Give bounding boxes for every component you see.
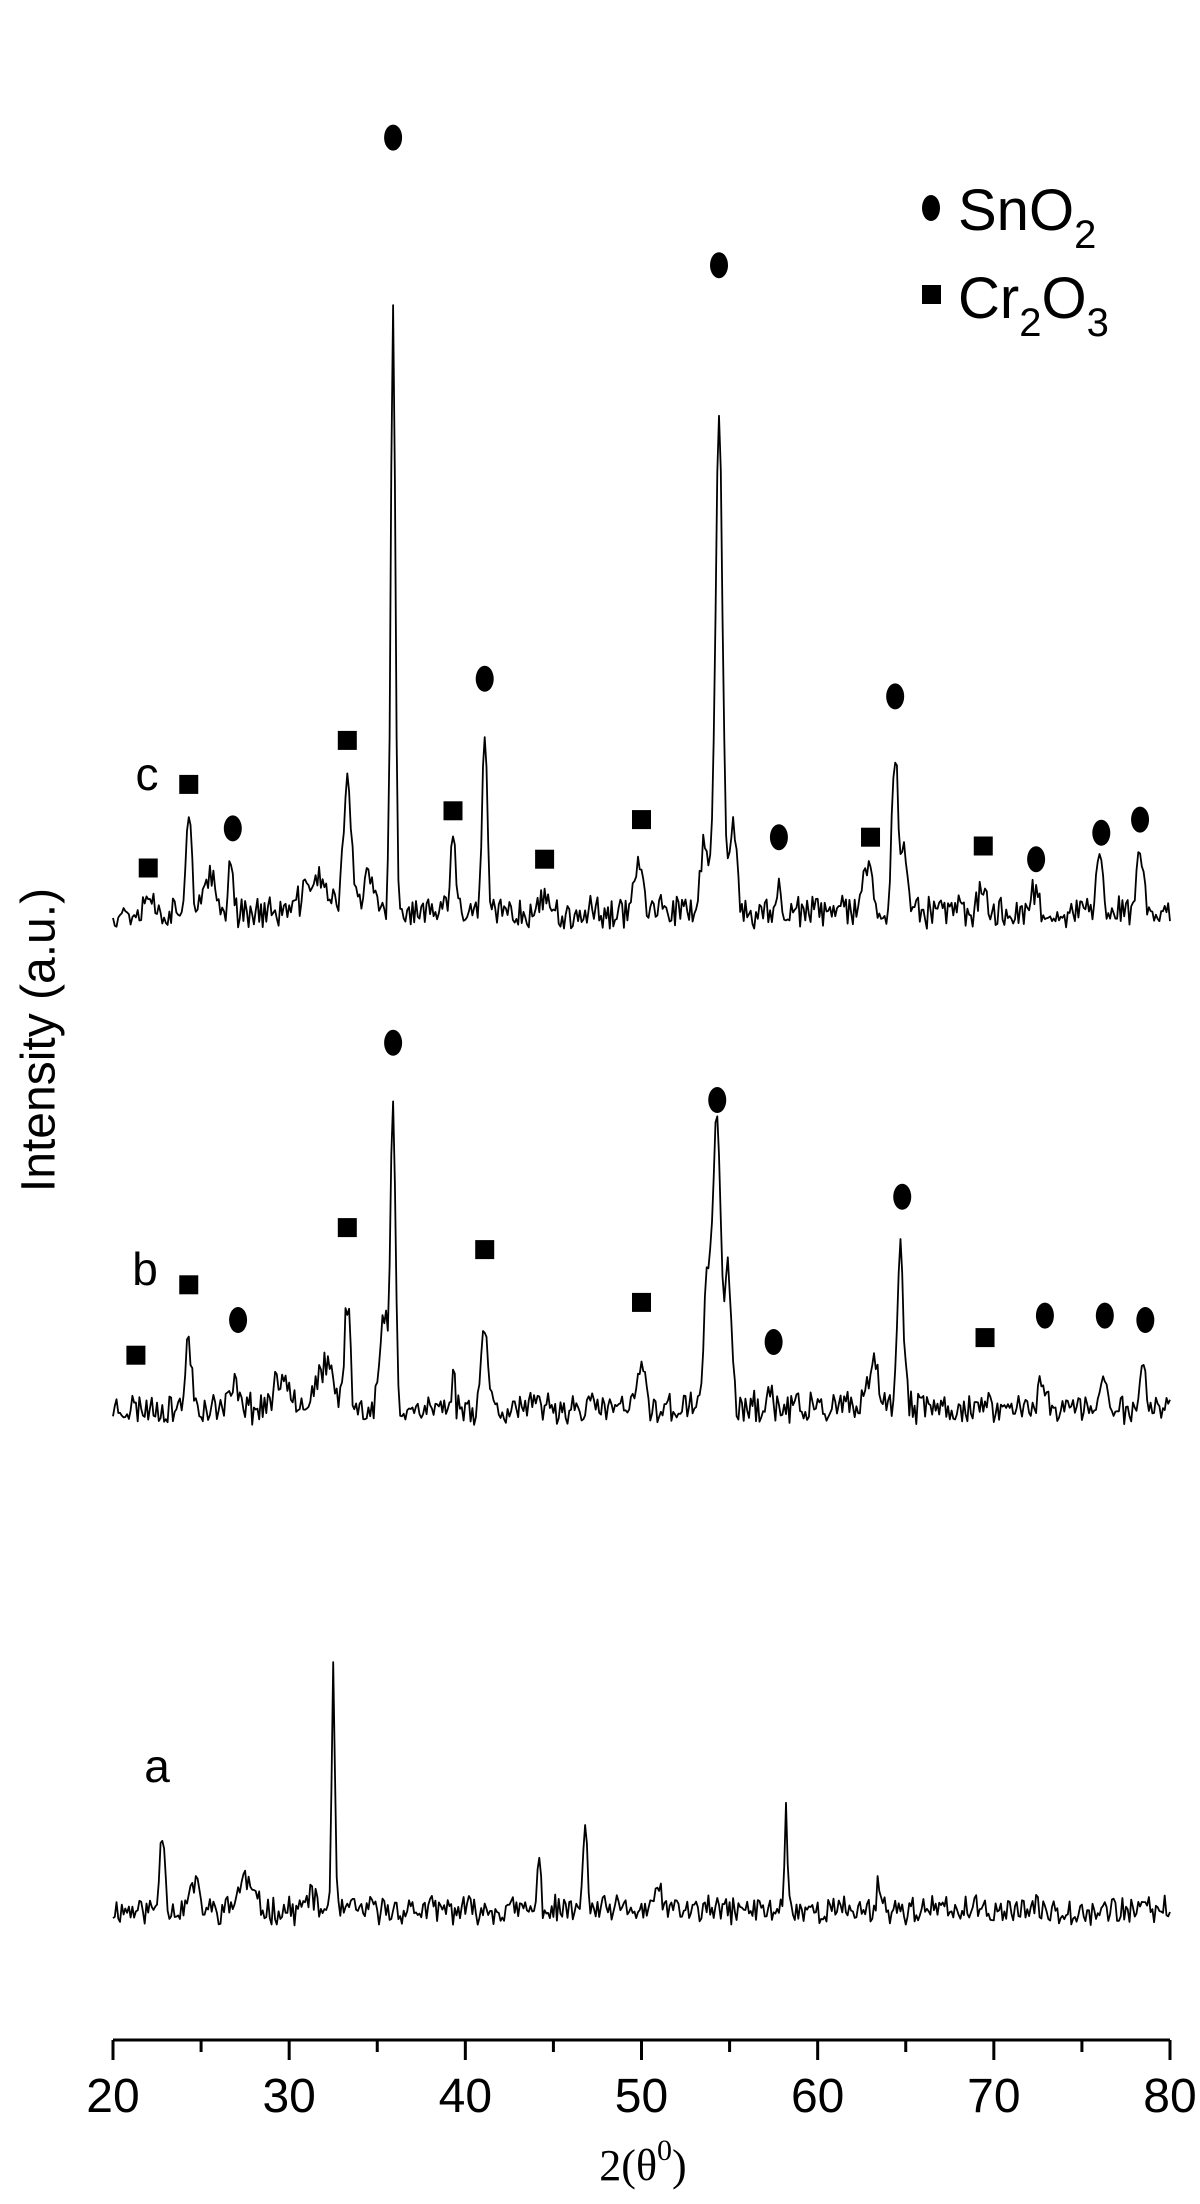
sno2-peak-marker	[708, 1087, 727, 1113]
cr2o3-peak-marker	[337, 730, 357, 750]
sno2-peak-marker	[1095, 1302, 1114, 1329]
cr2o3-peak-marker	[179, 1275, 199, 1295]
series-line-b	[112, 1100, 1171, 1426]
y-axis-label: Intensity (a.u.)	[13, 888, 66, 1192]
x-axis-ticks: 20 30 40 50 60 70 80	[86, 2040, 1197, 2123]
sno2-peak-marker	[1092, 819, 1111, 846]
peak-markers-layer	[126, 124, 1155, 1365]
cr2o3-peak-marker	[975, 1328, 995, 1348]
sno2-peak-marker	[475, 665, 494, 692]
cr2o3-peak-marker	[861, 827, 881, 847]
legend: SnO2 Cr2O3	[922, 178, 1109, 345]
sno2-peak-marker	[384, 1029, 403, 1056]
cr2o3-peak-marker	[632, 1292, 651, 1312]
legend-square-marker	[922, 285, 941, 304]
sno2-peak-marker	[764, 1329, 783, 1355]
x-tick-label: 70	[967, 2070, 1020, 2123]
curve-label-c: c	[136, 748, 159, 800]
cr2o3-peak-marker	[179, 774, 199, 794]
cr2o3-peak-marker	[138, 858, 158, 878]
x-axis-label-suffix: )	[672, 2141, 687, 2190]
sno2-peak-marker	[1136, 1307, 1155, 1333]
sno2-peak-marker	[893, 1183, 912, 1210]
sno2-peak-marker	[710, 252, 729, 279]
x-tick-label: 20	[86, 2070, 139, 2123]
sno2-peak-marker	[1027, 846, 1046, 873]
curves-layer	[112, 304, 1171, 1927]
legend-entry-sno2: SnO2	[922, 178, 1096, 257]
curve-labels-layer: a b c	[132, 748, 170, 1792]
cr2o3-peak-marker	[973, 836, 993, 856]
x-tick-label: 40	[439, 2070, 492, 2123]
cr2o3-peak-marker	[443, 801, 463, 821]
cr2o3-peak-marker	[535, 849, 555, 869]
series-line-c	[112, 304, 1171, 930]
sno2-peak-marker	[229, 1307, 248, 1333]
cr2o3-peak-marker	[632, 810, 651, 830]
x-tick-label: 50	[615, 2070, 668, 2123]
x-axis-label: 2(θ0)	[599, 2134, 686, 2190]
cr2o3-peak-marker	[475, 1240, 495, 1260]
cr2o3-peak-marker	[126, 1345, 146, 1365]
x-axis-label-prefix: 2(θ	[599, 2141, 657, 2190]
x-tick-label: 30	[262, 2070, 315, 2123]
cr2o3-peak-marker	[337, 1218, 357, 1238]
legend-label-sno2: SnO2	[958, 178, 1096, 257]
x-tick-label: 60	[791, 2070, 844, 2123]
sno2-peak-marker	[769, 824, 788, 851]
legend-label-cr2o3: Cr2O3	[958, 266, 1109, 345]
sno2-peak-marker	[1131, 806, 1150, 833]
curve-label-b: b	[132, 1243, 158, 1295]
x-tick-label: 80	[1143, 2070, 1196, 2123]
sno2-peak-marker	[223, 815, 242, 842]
sno2-peak-marker	[1035, 1302, 1054, 1329]
series-line-a	[112, 1661, 1171, 1927]
legend-circle-marker	[922, 195, 940, 221]
sno2-peak-marker	[886, 683, 905, 710]
curve-label-a: a	[144, 1740, 170, 1792]
legend-entry-cr2o3: Cr2O3	[922, 266, 1109, 345]
x-axis-label-sup: 0	[657, 2134, 672, 2167]
sno2-peak-marker	[384, 124, 403, 151]
